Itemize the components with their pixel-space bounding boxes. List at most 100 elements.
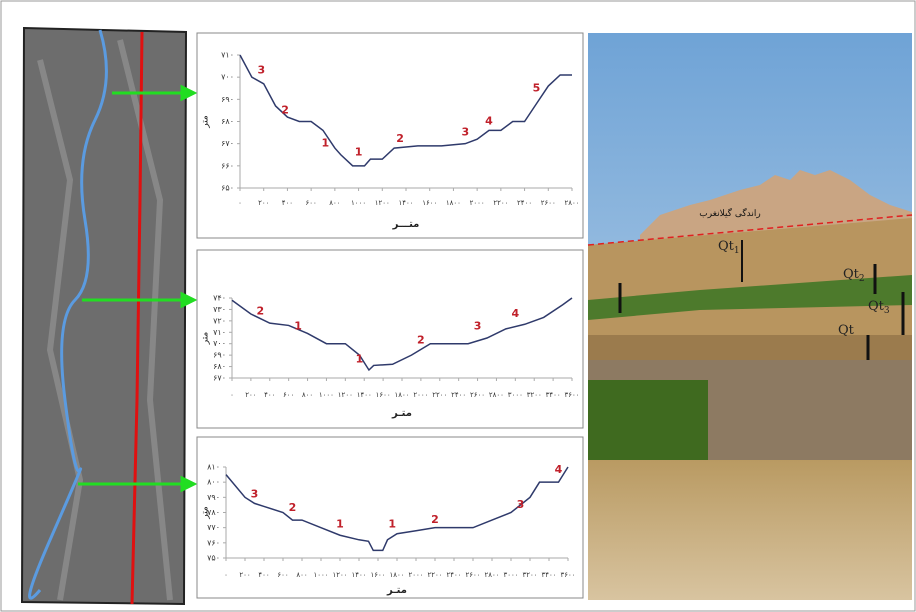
y-tick-label: ۷۱۰: [221, 51, 234, 60]
x-tick-label: ۸۰۰: [302, 391, 313, 399]
y-axis-title: متر: [201, 115, 211, 129]
x-tick-label: ۶۰۰: [306, 199, 317, 207]
x-tick-label: ۱۸۰۰: [446, 199, 461, 207]
x-tick-label: ۳۰۰۰: [503, 571, 518, 579]
y-tick-label: ۶۵۰: [221, 184, 234, 193]
annotation: 2: [431, 513, 439, 526]
chart-panel: [197, 33, 583, 238]
x-tick-label: ۳۴۰۰: [546, 391, 561, 399]
label-text: Qt: [718, 239, 735, 254]
x-axis-title: متـر: [386, 585, 407, 596]
x-tick-label: ۱۴۰۰: [351, 571, 366, 579]
x-tick-label: ۲۸۰۰: [484, 571, 499, 579]
x-tick-label: ۲۰۰۰: [413, 391, 428, 399]
y-tick-label: ۶۸۰: [221, 117, 234, 126]
label-subscript: 2: [859, 274, 865, 284]
y-tick-label: ۸۱۰: [207, 463, 220, 472]
annotation: 1: [356, 353, 364, 366]
x-tick-label: ۴۰۰: [258, 571, 269, 579]
x-tick-label: ۶۰۰: [283, 391, 294, 399]
x-tick-label: ۲۴۰۰: [446, 571, 461, 579]
y-tick-label: ۷۴۰: [213, 294, 226, 303]
annotation: 3: [474, 320, 482, 333]
y-tick-label: ۷۱۰: [213, 328, 226, 337]
annotation: 2: [257, 305, 265, 318]
annotation: 2: [396, 132, 404, 145]
y-axis-title: متر: [201, 332, 211, 346]
x-tick-label: ۲۰۰: [258, 199, 269, 207]
x-tick-label: ۱۲۰۰: [338, 391, 353, 399]
x-tick-label: ۲۰۰: [239, 571, 250, 579]
x-tick-label: ۱۶۰۰: [422, 199, 437, 207]
annotation: 3: [258, 64, 266, 77]
x-tick-label: ۸۰۰: [329, 199, 340, 207]
x-tick-label: ۲۰۰: [245, 391, 256, 399]
annotation: 5: [533, 81, 541, 94]
label-text: Qt: [843, 267, 860, 282]
x-tick-label: ۱۲۰۰: [332, 571, 347, 579]
x-axis-title: متـــر: [392, 219, 420, 230]
x-tick-label: ۱۰۰۰: [313, 571, 328, 579]
x-tick-label: ۴۰۰: [264, 391, 275, 399]
y-tick-label: ۶۷۰: [213, 374, 226, 383]
label-text: راندگی گیلانغرب: [699, 207, 760, 219]
x-tick-label: ۶۰۰: [277, 571, 288, 579]
satellite-image: [22, 28, 186, 604]
label-subscript: 1: [734, 246, 740, 256]
annotation: 2: [417, 333, 425, 346]
x-tick-label: ۲۶۰۰: [470, 391, 485, 399]
x-tick-label: ۲۰۰۰: [408, 571, 423, 579]
x-tick-label: ۳۶۰۰: [560, 571, 575, 579]
figure: ۶۵۰ ۶۶۰ ۶۷۰ ۶۸۰ ۶۹۰ ۷۰۰ ۷۱۰ ۰ ۲۰۰ ۴۰۰ ۶۰۰ ۸۰۰ ۱۰۰۰ ۱۲…: [0, 0, 916, 612]
y-tick-label: ۷۷۰: [207, 523, 220, 532]
x-tick-label: ۱۸۰۰: [394, 391, 409, 399]
annotation: 2: [281, 103, 289, 116]
y-tick-label: ۶۹۰: [213, 351, 226, 360]
x-tick-label: ۱۰۰۰: [319, 391, 334, 399]
annotation: 4: [512, 307, 520, 320]
x-tick-label: ۱۴۰۰: [357, 391, 372, 399]
photo-label: Qt: [838, 323, 855, 338]
x-tick-label: ۲۸۰۰: [489, 391, 504, 399]
x-tick-label: ۴۰۰: [282, 199, 293, 207]
annotation: 3: [251, 487, 259, 500]
annotation: 1: [294, 320, 302, 333]
x-tick-label: ۱۶۰۰: [376, 391, 391, 399]
annotation: 1: [336, 518, 344, 531]
y-tick-label: ۷۳۰: [213, 305, 226, 314]
annotation: 1: [355, 146, 363, 159]
x-tick-label: ۱۸۰۰: [389, 571, 404, 579]
label-subscript: 3: [884, 306, 890, 316]
annotation: 1: [322, 137, 330, 150]
x-tick-label: ۳۴۰۰: [541, 571, 556, 579]
x-tick-label: ۲۸۰۰: [564, 199, 579, 207]
label-text: Qt: [868, 299, 885, 314]
x-tick-label: ۰: [224, 571, 228, 579]
chart-panel: [197, 250, 583, 428]
x-tick-label: ۲۰۰۰: [470, 199, 485, 207]
y-tick-label: ۶۹۰: [221, 95, 234, 104]
y-tick-label: ۷۶۰: [207, 538, 220, 547]
y-tick-label: ۷۰۰: [213, 339, 226, 348]
x-tick-label: ۲۲۰۰: [432, 391, 447, 399]
y-tick-label: ۷۰۰: [221, 73, 234, 82]
x-tick-label: ۲۶۰۰: [541, 199, 556, 207]
x-axis-title: متـر: [391, 408, 412, 419]
annotation: 4: [485, 115, 493, 128]
x-tick-label: ۳۶۰۰: [564, 391, 579, 399]
y-tick-label: ۷۵۰: [207, 554, 220, 563]
annotation: 3: [517, 498, 525, 511]
x-tick-label: ۲۶۰۰: [465, 571, 480, 579]
y-tick-label: ۶۶۰: [221, 161, 234, 170]
x-tick-label: ۲۴۰۰: [451, 391, 466, 399]
y-tick-label: ۸۰۰: [207, 478, 220, 487]
annotation: 2: [289, 501, 297, 514]
annotation: 4: [555, 463, 563, 476]
x-tick-label: ۳۲۰۰: [522, 571, 537, 579]
x-tick-label: ۱۶۰۰: [370, 571, 385, 579]
label-text: Qt: [838, 323, 855, 338]
x-tick-label: ۱۰۰۰: [351, 199, 366, 207]
x-tick-label: ۰: [238, 199, 242, 207]
y-axis-title: متر: [201, 506, 211, 520]
annotation: 1: [388, 518, 396, 531]
